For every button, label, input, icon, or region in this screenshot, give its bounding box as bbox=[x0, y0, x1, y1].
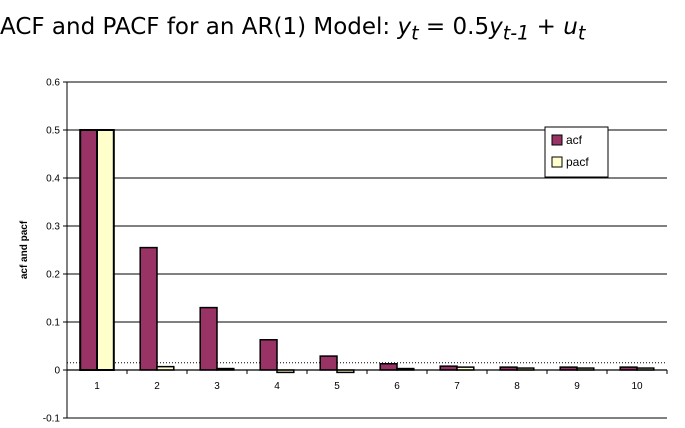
bars bbox=[79, 129, 655, 374]
x-tick-label: 8 bbox=[514, 381, 520, 392]
x-tick-label: 7 bbox=[454, 381, 460, 392]
y-tick-label: 0.6 bbox=[46, 78, 60, 89]
chart-title: ACF and PACF for an AR(1) Model: yt = 0.… bbox=[0, 14, 586, 45]
legend-label-pacf: pacf bbox=[566, 155, 589, 169]
y-tick-label: 0 bbox=[54, 366, 60, 377]
y-tick-label: 0.1 bbox=[46, 318, 60, 329]
x-tick-label: 5 bbox=[334, 381, 340, 392]
bar-acf-4 bbox=[259, 339, 278, 371]
x-tick-label: 1 bbox=[94, 381, 100, 392]
x-tick-label: 2 bbox=[154, 381, 160, 392]
bar-pacf-1 bbox=[96, 129, 115, 371]
y-axis-label: acf and pacf bbox=[19, 220, 30, 279]
x-tick-label: 9 bbox=[574, 381, 580, 392]
x-tick-label: 6 bbox=[394, 381, 400, 392]
y-tick-label: 0.3 bbox=[46, 222, 60, 233]
axes bbox=[63, 81, 668, 419]
y-tick-label: 0.2 bbox=[46, 270, 60, 281]
legend-swatch-pacf bbox=[551, 156, 563, 168]
bar-acf-2 bbox=[139, 246, 158, 371]
bar-acf-6 bbox=[379, 363, 398, 371]
y-tick-label: 0.5 bbox=[46, 126, 60, 137]
tick-labels: -0.1 0 0.1 0.2 0.3 0.4 0.5 0.6 1 2 3 4 5 6 7 8 9 10 bbox=[43, 78, 643, 425]
bar-acf-1 bbox=[79, 129, 98, 371]
bar-acf-3 bbox=[199, 306, 218, 371]
bar-acf-5 bbox=[319, 355, 338, 371]
legend-swatch-acf bbox=[551, 134, 563, 146]
y-tick-label: 0.4 bbox=[46, 174, 60, 185]
x-tick-label: 3 bbox=[214, 381, 220, 392]
x-tick-label: 10 bbox=[631, 381, 643, 392]
gridlines bbox=[67, 81, 667, 419]
legend: acf pacf bbox=[544, 126, 609, 178]
x-tick-label: 4 bbox=[274, 381, 280, 392]
y-tick-label: -0.1 bbox=[43, 414, 61, 425]
legend-label-acf: acf bbox=[566, 133, 583, 147]
